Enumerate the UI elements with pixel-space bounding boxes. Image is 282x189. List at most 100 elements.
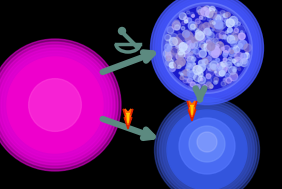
Circle shape <box>167 27 174 33</box>
Circle shape <box>194 24 197 27</box>
Circle shape <box>157 100 257 189</box>
Circle shape <box>227 35 231 39</box>
Circle shape <box>200 42 206 48</box>
Circle shape <box>190 70 197 78</box>
Circle shape <box>232 33 236 37</box>
Circle shape <box>210 85 213 88</box>
Circle shape <box>173 37 180 45</box>
Circle shape <box>192 37 197 43</box>
Circle shape <box>204 28 211 35</box>
Polygon shape <box>127 113 129 123</box>
Circle shape <box>234 28 239 33</box>
Circle shape <box>158 0 256 97</box>
Circle shape <box>178 52 184 58</box>
Circle shape <box>194 27 198 32</box>
Circle shape <box>197 54 201 58</box>
Circle shape <box>185 53 193 61</box>
Circle shape <box>204 84 206 87</box>
Circle shape <box>216 26 222 31</box>
Circle shape <box>175 40 183 47</box>
Circle shape <box>179 51 185 57</box>
Circle shape <box>0 39 121 171</box>
Circle shape <box>203 60 205 63</box>
Circle shape <box>222 37 223 39</box>
Circle shape <box>204 7 206 10</box>
Circle shape <box>189 83 196 89</box>
Circle shape <box>214 23 222 32</box>
Circle shape <box>207 31 212 35</box>
Circle shape <box>218 22 221 25</box>
Circle shape <box>212 45 218 52</box>
Circle shape <box>208 52 217 61</box>
Circle shape <box>220 42 221 44</box>
Circle shape <box>193 63 195 65</box>
Circle shape <box>216 15 221 21</box>
Circle shape <box>160 102 254 189</box>
Circle shape <box>221 17 228 24</box>
Circle shape <box>177 47 179 49</box>
Circle shape <box>216 68 225 77</box>
Circle shape <box>226 31 228 33</box>
Circle shape <box>179 43 187 51</box>
Circle shape <box>219 71 225 76</box>
Circle shape <box>209 6 215 12</box>
Circle shape <box>182 53 184 55</box>
Circle shape <box>190 41 198 49</box>
Circle shape <box>189 44 193 48</box>
Circle shape <box>155 98 259 189</box>
Circle shape <box>194 65 197 68</box>
Circle shape <box>166 56 171 60</box>
Circle shape <box>204 37 212 45</box>
Circle shape <box>239 33 245 40</box>
Circle shape <box>190 82 195 87</box>
Circle shape <box>0 48 112 162</box>
Circle shape <box>228 48 237 56</box>
Circle shape <box>239 40 244 46</box>
Circle shape <box>186 66 190 70</box>
Circle shape <box>206 10 213 17</box>
Circle shape <box>188 48 191 51</box>
Circle shape <box>212 29 214 31</box>
Circle shape <box>193 49 199 54</box>
Circle shape <box>216 65 221 71</box>
Circle shape <box>179 58 184 64</box>
Circle shape <box>190 24 195 29</box>
Circle shape <box>182 50 190 57</box>
Circle shape <box>240 59 248 67</box>
Circle shape <box>180 62 183 65</box>
Circle shape <box>167 53 175 61</box>
Circle shape <box>206 82 211 87</box>
Circle shape <box>222 35 226 39</box>
Circle shape <box>191 51 193 54</box>
Circle shape <box>201 24 210 32</box>
Circle shape <box>195 83 197 85</box>
Circle shape <box>165 34 171 41</box>
Circle shape <box>201 70 203 73</box>
Circle shape <box>201 8 209 16</box>
Circle shape <box>194 68 201 74</box>
Circle shape <box>224 78 226 80</box>
Circle shape <box>227 35 234 42</box>
Circle shape <box>175 25 180 30</box>
Circle shape <box>176 34 185 42</box>
Circle shape <box>178 42 182 46</box>
Circle shape <box>178 31 180 33</box>
Circle shape <box>226 19 234 27</box>
Circle shape <box>216 33 221 39</box>
Circle shape <box>199 25 208 34</box>
Circle shape <box>200 78 203 81</box>
Circle shape <box>206 40 211 45</box>
Circle shape <box>182 22 185 25</box>
Circle shape <box>195 35 199 40</box>
Circle shape <box>187 18 192 23</box>
Circle shape <box>166 59 173 66</box>
Circle shape <box>223 78 226 81</box>
Circle shape <box>221 47 224 50</box>
Circle shape <box>172 22 180 30</box>
Circle shape <box>245 52 248 56</box>
Circle shape <box>238 68 241 70</box>
Circle shape <box>190 12 194 17</box>
Circle shape <box>197 7 202 12</box>
Circle shape <box>208 64 215 71</box>
Circle shape <box>169 66 175 72</box>
